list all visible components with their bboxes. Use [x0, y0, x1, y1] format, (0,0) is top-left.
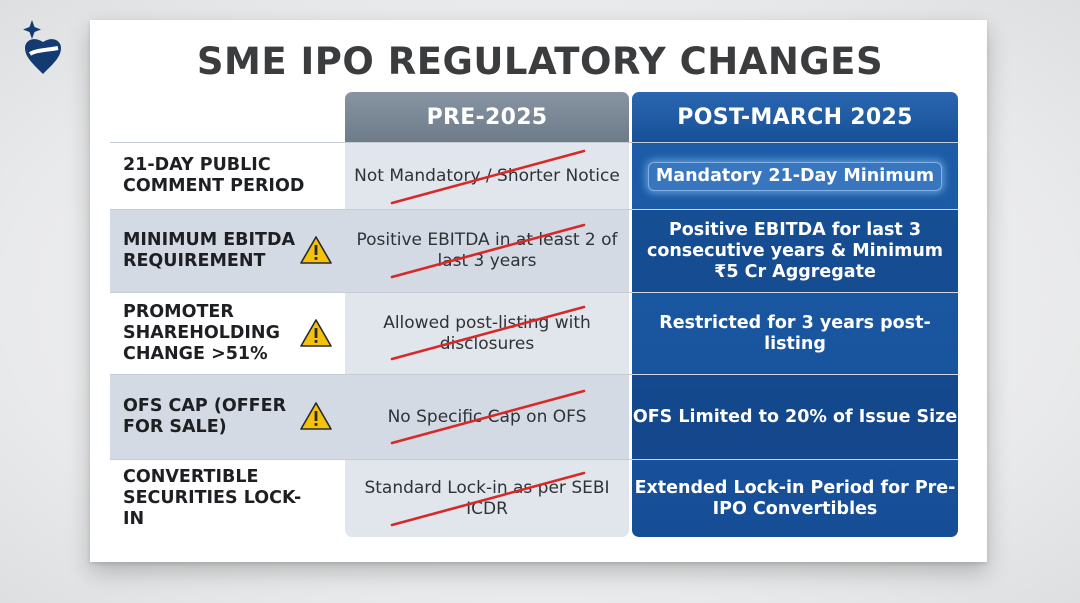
- sparkle-heart-logo-icon: [23, 20, 61, 74]
- row-shade: [110, 374, 629, 459]
- page-title: SME IPO REGULATORY CHANGES: [196, 40, 884, 83]
- row-divider: [110, 142, 958, 143]
- warning-triangle-icon: [300, 402, 332, 430]
- strikethrough-icon: [390, 223, 586, 279]
- row-divider: [632, 374, 958, 375]
- post-value-public-comment: Mandatory 21-Day Minimum: [647, 161, 943, 191]
- row-divider: [110, 459, 958, 460]
- row-label-public-comment: 21-DAY PUBLIC COMMENT PERIOD: [123, 155, 305, 196]
- row-divider: [110, 374, 958, 375]
- row-divider: [632, 292, 958, 293]
- row-divider: [110, 292, 958, 293]
- pre-column-background: [345, 142, 629, 537]
- row-shade: [632, 210, 958, 292]
- strikethrough-icon: [390, 471, 586, 527]
- pre-value-public-comment: Not Mandatory / Shorter Notice: [354, 165, 620, 186]
- pre-value-minimum-ebitda: Positive EBITDA in at least 2 of last 3 …: [356, 230, 618, 271]
- post-column-background: [632, 142, 958, 537]
- row-divider: [632, 459, 958, 460]
- warning-triangle-icon: [300, 319, 332, 347]
- header-post-march-2025: POST-MARCH 2025: [632, 92, 958, 142]
- header-pre-2025: PRE-2025: [345, 92, 629, 142]
- row-divider: [632, 209, 958, 210]
- warning-triangle-icon: [300, 236, 332, 264]
- strikethrough-icon: [390, 305, 586, 361]
- strikethrough-icon: [390, 149, 586, 205]
- row-label-minimum-ebitda: MINIMUM EBITDA REQUIREMENT: [123, 230, 296, 271]
- post-value-public-comment-cell: Mandatory 21-Day Minimum: [632, 143, 958, 209]
- post-value-promoter-shareholding: Restricted for 3 years post-listing: [659, 312, 931, 354]
- row-shade: [632, 374, 958, 459]
- row-label-ofs-cap: OFS CAP (OFFER FOR SALE): [123, 396, 287, 437]
- row-divider: [110, 209, 958, 210]
- row-label-promoter-shareholding: PROMOTER SHAREHOLDING CHANGE >51%: [123, 302, 280, 364]
- post-value-convertible-lockin: Extended Lock-in Period for Pre-IPO Conv…: [634, 477, 956, 519]
- row-shade: [110, 210, 629, 292]
- post-value-minimum-ebitda: Positive EBITDA for last 3 consecutive y…: [646, 219, 944, 282]
- strikethrough-icon: [390, 389, 586, 445]
- row-label-convertible-lockin: CONVERTIBLE SECURITIES LOCK-IN: [123, 467, 302, 529]
- post-value-ofs-cap: OFS Limited to 20% of Issue Size: [632, 406, 958, 427]
